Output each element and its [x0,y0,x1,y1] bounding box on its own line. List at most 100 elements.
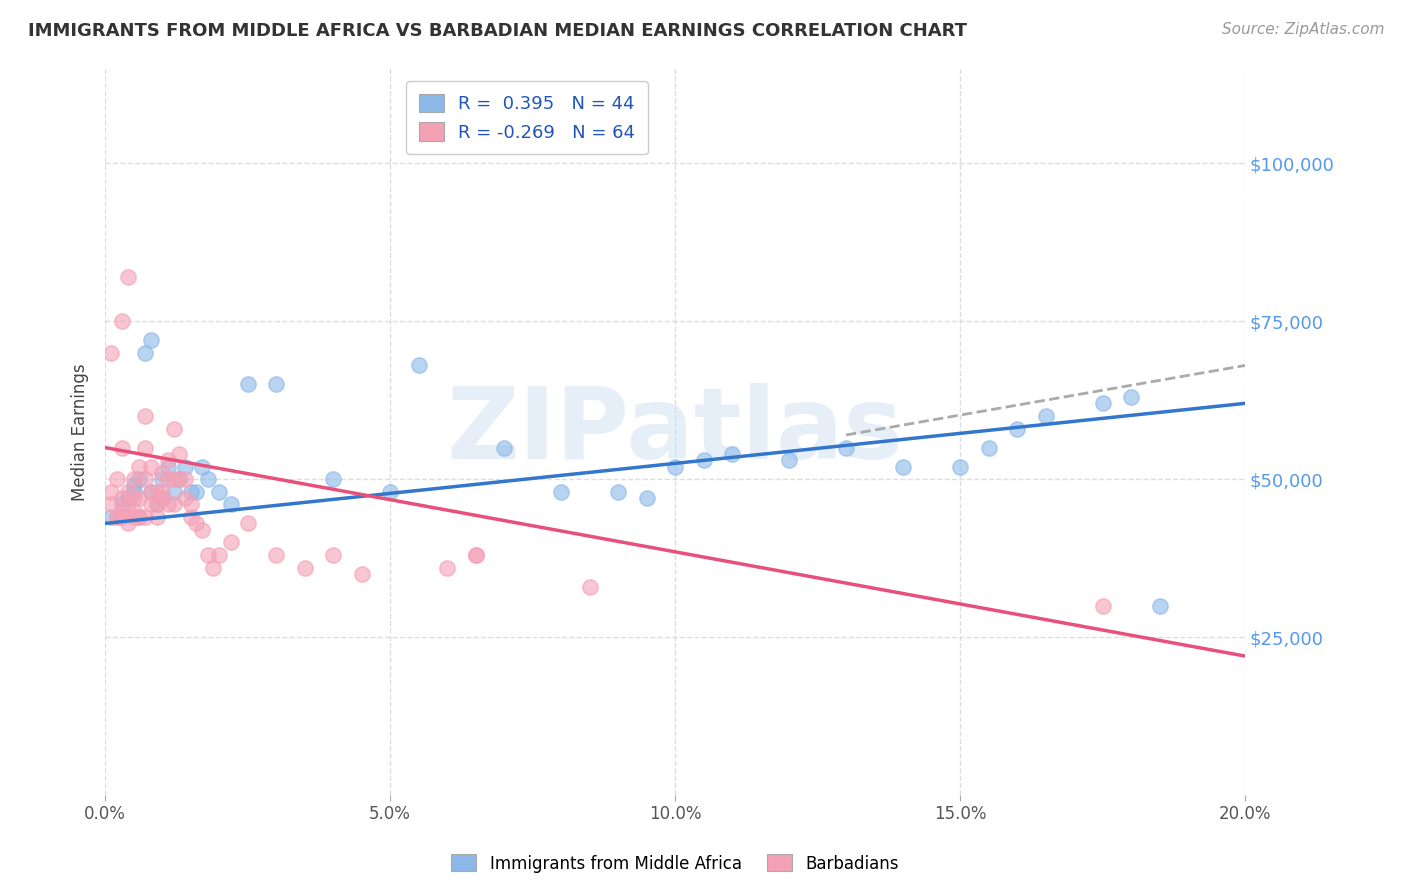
Point [111,504,134,518]
Point [162,484,184,499]
Point [208,548,231,562]
Point [100,346,122,360]
Point [202,560,225,574]
Point [139,333,162,347]
Point [111,510,134,524]
Point [145,484,167,499]
Point [139,484,162,499]
Point [162,422,184,436]
Point [150,484,173,499]
Point [664,459,686,474]
Point [294,560,316,574]
Point [219,535,242,549]
Point [117,516,139,531]
Point [778,453,800,467]
Point [169,472,191,486]
Point [607,484,630,499]
Point [122,484,145,499]
Point [169,447,191,461]
Point [236,377,259,392]
Point [1091,599,1114,613]
Point [145,510,167,524]
Point [578,580,600,594]
Point [105,510,128,524]
Point [174,491,197,505]
Point [122,472,145,486]
Point [464,548,486,562]
Y-axis label: Median Earnings: Median Earnings [72,363,89,500]
Point [117,498,139,512]
Point [100,498,122,512]
Point [236,516,259,531]
Point [139,498,162,512]
Point [122,510,145,524]
Point [180,484,202,499]
Point [380,484,402,499]
Point [111,441,134,455]
Point [128,510,150,524]
Point [139,459,162,474]
Point [111,314,134,328]
Point [156,472,179,486]
Point [1005,422,1028,436]
Point [128,472,150,486]
Point [891,459,914,474]
Point [117,484,139,499]
Point [156,459,179,474]
Point [122,504,145,518]
Point [692,453,714,467]
Point [117,270,139,285]
Point [1149,599,1171,613]
Point [464,548,486,562]
Point [145,498,167,512]
Legend: Immigrants from Middle Africa, Barbadians: Immigrants from Middle Africa, Barbadian… [444,847,905,880]
Point [122,478,145,492]
Point [105,510,128,524]
Point [128,510,150,524]
Point [1035,409,1057,423]
Point [1119,390,1142,404]
Point [350,566,373,581]
Point [436,560,458,574]
Point [111,498,134,512]
Point [150,491,173,505]
Point [264,377,287,392]
Point [322,548,344,562]
Point [169,472,191,486]
Point [219,498,242,512]
Point [100,510,122,524]
Point [134,441,156,455]
Point [977,441,1000,455]
Point [134,346,156,360]
Text: Source: ZipAtlas.com: Source: ZipAtlas.com [1222,22,1385,37]
Point [191,523,214,537]
Point [150,472,173,486]
Point [105,472,128,486]
Point [322,472,344,486]
Point [156,498,179,512]
Point [117,491,139,505]
Point [191,459,214,474]
Point [134,472,156,486]
Point [186,484,208,499]
Point [197,548,219,562]
Point [128,491,150,505]
Point [156,453,179,467]
Point [264,548,287,562]
Point [134,510,156,524]
Point [150,466,173,480]
Point [174,472,197,486]
Point [949,459,972,474]
Point [180,510,202,524]
Point [100,484,122,499]
Point [134,409,156,423]
Point [494,441,516,455]
Point [1091,396,1114,410]
Point [180,498,202,512]
Text: ZIPatlas: ZIPatlas [447,384,904,480]
Point [128,459,150,474]
Point [150,491,173,505]
Text: IMMIGRANTS FROM MIDDLE AFRICA VS BARBADIAN MEDIAN EARNINGS CORRELATION CHART: IMMIGRANTS FROM MIDDLE AFRICA VS BARBADI… [28,22,967,40]
Point [197,472,219,486]
Point [174,459,197,474]
